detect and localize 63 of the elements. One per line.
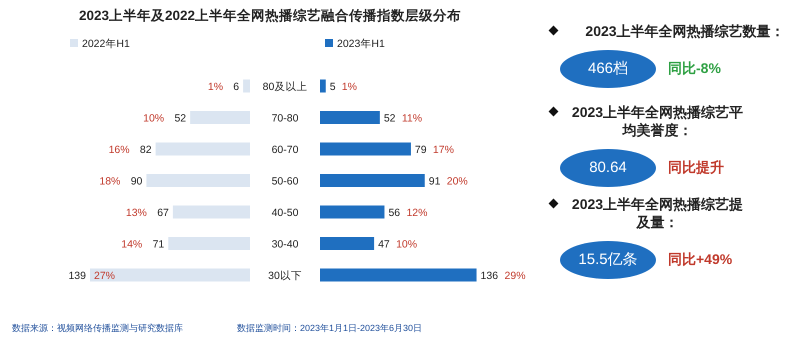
bar	[320, 142, 411, 156]
chart-title: 2023上半年及2022上半年全网热播综艺融合传播指数层级分布	[78, 7, 462, 23]
data-label: 82	[140, 144, 152, 156]
y-tick-label: 40-50	[272, 207, 299, 219]
annotation: 1%	[208, 81, 224, 93]
source-note: 数据来源：视频网络传播监测与研究数据库	[12, 323, 183, 333]
text: 数据监测时间：2023年1月1日-2023年6月30日	[237, 323, 422, 333]
bar	[172, 206, 250, 218]
annotation: 16%	[108, 144, 130, 156]
bar	[320, 111, 380, 124]
annotation: 27%	[94, 270, 116, 282]
bar	[168, 237, 250, 250]
text: 同比+49%	[668, 251, 732, 269]
data-label: 5	[330, 81, 336, 93]
annotation: 10%	[396, 238, 418, 250]
text: 80.64	[560, 149, 656, 187]
annotation: 18%	[99, 176, 120, 188]
y-tick-label: 80及以上	[262, 80, 308, 93]
bar	[190, 111, 250, 124]
data-label: 52	[384, 112, 396, 124]
annotation: 11%	[402, 112, 422, 124]
text: 同比提升	[668, 159, 724, 177]
text: 15.5亿条	[560, 241, 656, 279]
annotation: 20%	[446, 176, 468, 188]
data-label: 136	[480, 270, 498, 282]
text: 466档	[560, 50, 656, 88]
annotation: 14%	[121, 238, 142, 250]
data-label: 91	[428, 176, 441, 188]
annotation: 12%	[406, 207, 428, 219]
bar	[90, 268, 250, 282]
bar	[156, 142, 250, 156]
annotation: 1%	[342, 81, 357, 93]
text: 2023上半年全网热播综艺提及量：	[570, 195, 744, 231]
bar	[146, 174, 250, 187]
text: 2023上半年全网热播综艺平均美誉度：	[570, 103, 744, 139]
bar	[320, 237, 374, 250]
bar	[320, 174, 425, 187]
annotation: 29%	[504, 270, 526, 282]
legend-label: 2023年H1	[337, 38, 385, 50]
bar	[243, 80, 250, 92]
y-tick-label: 30以下	[268, 269, 302, 282]
annotation: 10%	[143, 112, 164, 124]
y-tick-label: 60-70	[272, 144, 299, 156]
data-label: 90	[130, 176, 143, 188]
y-tick-label: 50-60	[272, 176, 299, 188]
legend-label: 2022年H1	[82, 38, 130, 50]
y-tick-label: 30-40	[272, 238, 299, 250]
data-label: 67	[157, 207, 170, 219]
text: 同比-8%	[668, 60, 721, 78]
data-label: 47	[378, 238, 390, 250]
text: 2023上半年全网热播综艺数量：	[584, 22, 786, 40]
data-label: 56	[388, 207, 400, 219]
annotation: 17%	[432, 144, 454, 156]
bar	[320, 80, 326, 92]
bar	[320, 268, 477, 282]
annotation: 13%	[126, 207, 147, 219]
data-label: 6	[233, 81, 240, 93]
data-label: 79	[414, 144, 427, 156]
bar	[320, 206, 384, 218]
data-label: 52	[174, 112, 186, 124]
y-tick-label: 70-80	[272, 112, 299, 124]
data-label: 71	[152, 238, 164, 250]
data-label: 139	[68, 270, 86, 282]
